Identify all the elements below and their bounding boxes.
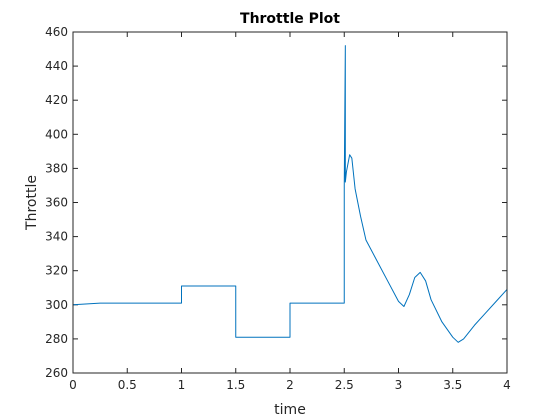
y-tick-label: 280 — [45, 332, 68, 346]
series-group — [72, 45, 508, 343]
x-tick-label: 1.5 — [226, 378, 245, 392]
y-axis-label: Throttle — [24, 175, 40, 231]
y-tick-label: 460 — [45, 25, 68, 39]
x-tick-label: 0.5 — [118, 378, 137, 392]
y-tick-label: 360 — [45, 196, 68, 210]
y-tick-label: 260 — [45, 366, 68, 380]
y-tick-label: 300 — [45, 298, 68, 312]
y-tick-label: 380 — [45, 161, 68, 175]
x-tick-label: 3 — [395, 378, 403, 392]
plot-area-frame — [72, 31, 508, 374]
throttle-series-line — [72, 45, 508, 343]
y-tick-label: 400 — [45, 127, 68, 141]
x-tick-label: 0 — [69, 378, 77, 392]
x-tick-label: 4 — [503, 378, 511, 392]
x-tick-label: 2 — [286, 378, 294, 392]
y-tick-label: 320 — [45, 264, 68, 278]
x-tick-label: 3.5 — [443, 378, 462, 392]
axis-ticks: 0 0.5 1 1.5 2 2.5 3 3.5 4 260 280 300 320 340 360 380 40… — [45, 25, 511, 392]
y-tick-label: 340 — [45, 230, 68, 244]
x-tick-label: 1 — [178, 378, 186, 392]
x-axis-label: time — [274, 402, 306, 418]
chart-title: Throttle Plot — [240, 11, 340, 27]
y-tick-label: 420 — [45, 93, 68, 107]
y-tick-label: 440 — [45, 59, 68, 73]
x-tick-label: 2.5 — [335, 378, 354, 392]
